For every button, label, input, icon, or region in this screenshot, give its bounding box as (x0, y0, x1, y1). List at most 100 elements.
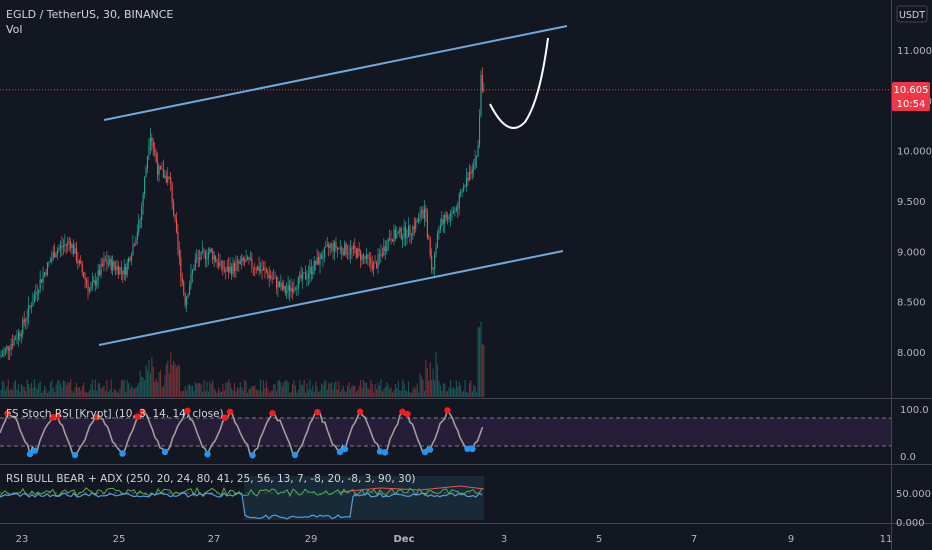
candle-body (470, 172, 472, 174)
volume-bar (93, 390, 95, 397)
candle-body (276, 277, 278, 288)
candle-body (110, 259, 112, 270)
candle-body (277, 281, 279, 288)
volume-bar (145, 364, 147, 397)
time-axis[interactable]: 23 25 27 29 Dec 3 5 7 9 11 (16, 534, 893, 545)
candle-body (1, 354, 4, 356)
volume-bar (413, 386, 415, 397)
volume-bar (418, 392, 420, 397)
stoch-overbought-dot (444, 407, 451, 414)
candle-body (168, 176, 170, 178)
volume-bar (328, 383, 330, 397)
currency-button[interactable] (896, 5, 928, 23)
volume-bar (299, 380, 301, 397)
price-tick-label: 9.500 (897, 197, 926, 208)
volume-bar (77, 387, 79, 397)
volume-bar (412, 389, 414, 397)
currency-label[interactable]: USDT (899, 10, 925, 21)
candle-body (231, 266, 233, 274)
volume-bar (157, 382, 159, 397)
candle-body (206, 258, 208, 260)
candle-body (216, 261, 218, 263)
candle-body (210, 248, 212, 251)
volume-bar (215, 390, 217, 397)
candle-body (434, 254, 436, 269)
lower-trendline[interactable] (98, 250, 564, 346)
candle-body (29, 305, 31, 307)
candle-body (294, 288, 296, 290)
volume-bar (190, 385, 192, 397)
candle-body (467, 177, 469, 181)
volume-bar (15, 380, 17, 397)
candle-body (400, 228, 402, 239)
candle-body (189, 285, 191, 295)
volume-bar (112, 392, 114, 397)
candle-body (300, 274, 302, 279)
volume-bar (58, 380, 60, 397)
candle-body (378, 254, 381, 256)
candle-body (141, 207, 143, 220)
candle-body (57, 250, 59, 255)
volume-bar (322, 385, 324, 397)
stoch-overbought-dot (269, 409, 276, 417)
candle-body (115, 266, 117, 270)
candle-body (155, 153, 157, 163)
candle-body (464, 186, 466, 188)
volume-bar (383, 388, 385, 397)
candle-body (468, 172, 470, 181)
volume-bar (265, 380, 267, 397)
volume-bar (310, 389, 312, 397)
candle-body (48, 262, 50, 264)
candle-body (270, 275, 272, 279)
candle-body (228, 266, 230, 273)
volume-label[interactable]: Vol (6, 23, 22, 36)
volume-bar (128, 383, 130, 397)
volume-bar (132, 388, 134, 397)
projection-curve[interactable] (489, 37, 549, 129)
volume-bar (84, 391, 86, 397)
symbol-title[interactable]: EGLD / TetherUS, 30, BINANCE (6, 8, 173, 21)
volume-bar (368, 389, 370, 397)
upper-trendline[interactable] (103, 25, 568, 121)
candle-body (248, 256, 250, 260)
volume-bar (435, 351, 437, 397)
volume-bar (464, 380, 466, 397)
volume-bar (306, 383, 308, 397)
candle-body (465, 177, 468, 187)
volume-bar (206, 381, 208, 397)
candle-body (135, 239, 137, 245)
candle-body (152, 141, 154, 148)
candle-body (203, 250, 205, 252)
stoch-axis-tick: 100.0 (900, 405, 929, 416)
candle-body (421, 210, 423, 214)
candle-body (260, 269, 262, 272)
volume-bar (249, 388, 251, 397)
candle-body (341, 247, 343, 252)
candle-body (452, 210, 454, 213)
candle-body (100, 263, 102, 275)
candle-body (328, 244, 330, 248)
stoch-rsi-title[interactable]: FS Stoch RSI [Krypt] (10, 3, 14, 14, clo… (6, 408, 224, 420)
volume-bar (180, 391, 182, 397)
candle-body (180, 258, 182, 277)
candle-body (307, 274, 309, 279)
volume-bar (88, 389, 91, 397)
volume-bar (235, 391, 237, 397)
rsi-adx-title[interactable]: RSI BULL BEAR + ADX (250, 20, 24, 80, 41… (6, 473, 416, 485)
candle-body (252, 267, 254, 269)
volume-bar (273, 384, 275, 397)
volume-bar (165, 363, 167, 397)
volume-bar (452, 386, 454, 397)
candle-body (220, 260, 222, 263)
volume-bar (374, 384, 376, 397)
candle-body (58, 248, 60, 251)
volume-bar (80, 390, 82, 397)
volume-bar (1, 380, 4, 397)
candle-body (451, 212, 453, 214)
candle-body (389, 238, 391, 240)
volume-bar (9, 390, 11, 397)
volume-bar (429, 362, 431, 397)
volume-bar (342, 385, 344, 397)
